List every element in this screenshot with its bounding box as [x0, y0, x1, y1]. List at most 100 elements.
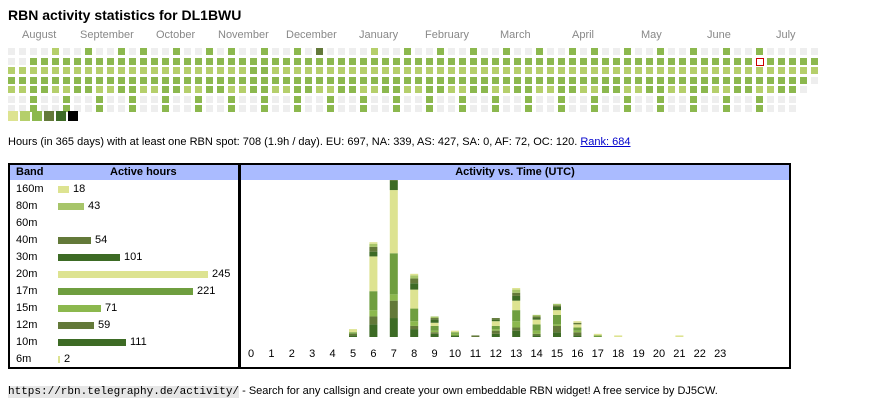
- heatmap-cell: [525, 105, 532, 112]
- heatmap-cell: [668, 76, 675, 84]
- heatmap-cell: [525, 67, 532, 74]
- bar-segment-10m-h8: [410, 329, 419, 337]
- heatmap-cell: [437, 95, 444, 103]
- heatmap-cell: [547, 67, 554, 74]
- bar-segment-40m-h7: [389, 180, 398, 181]
- heatmap-cell: [426, 86, 433, 93]
- heatmap-cell: [184, 57, 191, 65]
- heatmap-cell: [481, 76, 488, 84]
- heatmap-cell: [690, 86, 697, 93]
- heatmap-cell: [525, 95, 532, 103]
- heatmap-cell: [646, 86, 653, 93]
- heatmap-cell: [789, 76, 796, 84]
- heatmap-cell: [195, 48, 202, 55]
- heatmap-cell: [8, 48, 15, 55]
- bar-segment-40m-h13: [512, 292, 521, 296]
- heatmap-cell: [778, 86, 785, 93]
- heatmap-cell: [657, 105, 664, 112]
- heatmap-cell: [272, 57, 279, 65]
- bar-segment-40m-h15: [553, 305, 561, 307]
- heatmap-cell: [261, 57, 268, 65]
- heatmap-cell: [734, 76, 741, 84]
- heatmap-cell: [470, 95, 477, 103]
- heatmap-cell: [305, 67, 312, 74]
- heatmap-cell: [756, 86, 763, 93]
- footer-text: - Search for any callsign and create you…: [239, 385, 718, 397]
- heatmap-cell: [767, 76, 774, 84]
- heatmap-cell: [701, 105, 708, 112]
- heatmap-cell: [206, 67, 213, 74]
- heatmap-cell: [85, 76, 92, 84]
- heatmap-cell: [338, 76, 345, 84]
- heatmap-cell: [283, 57, 290, 65]
- heatmap-cell: [492, 76, 499, 84]
- heatmap-cell: [415, 48, 422, 55]
- heatmap-cell: [316, 105, 323, 112]
- heatmap-cell: [52, 48, 59, 55]
- heatmap-cell: [723, 105, 730, 112]
- bar-segment-12m-h13: [512, 327, 521, 331]
- band-table: Band Active hours 160m 18 80m 43 60m 40m 54 30m…: [8, 163, 240, 369]
- heatmap-cell: [437, 105, 444, 112]
- heatmap-cell: [426, 95, 433, 103]
- heatmap-cell: [30, 95, 37, 103]
- heatmap-cell: [327, 76, 334, 84]
- heatmap-cell: [8, 95, 15, 103]
- hour-tick-label: 15: [551, 348, 563, 360]
- heatmap-cell: [613, 86, 620, 93]
- heatmap-cell: [613, 76, 620, 84]
- heatmap-cell: [118, 67, 125, 74]
- heatmap-cell: [107, 48, 114, 55]
- heatmap-cell: [52, 86, 59, 93]
- band-name: 12m: [16, 319, 38, 331]
- heatmap-cell: [393, 86, 400, 93]
- heatmap-cell: [503, 57, 510, 65]
- bar-segment-10m-h7: [389, 318, 398, 337]
- heatmap-cell: [272, 95, 279, 103]
- band-name: 80m: [16, 200, 38, 212]
- heatmap-cell: [448, 105, 455, 112]
- heatmap-cell: [701, 86, 708, 93]
- bar-segment-12m-h16: [573, 332, 582, 336]
- heatmap-cell: [217, 76, 224, 84]
- heatmap-cell: [41, 95, 48, 103]
- heatmap-cell: [492, 105, 499, 112]
- heatmap-cell: [415, 57, 422, 65]
- heatmap-cell: [701, 48, 708, 55]
- heatmap-cell: [525, 76, 532, 84]
- bar-segment-20m-h17: [593, 333, 602, 336]
- footer-url[interactable]: https://rbn.telegraphy.de/activity/: [8, 386, 240, 398]
- heatmap-cell: [184, 76, 191, 84]
- heatmap-cell: [85, 105, 92, 112]
- heatmap-cell: [437, 48, 444, 55]
- hour-tick-label: 4: [330, 348, 336, 360]
- heatmap-cell: [349, 95, 356, 103]
- heatmap-cell: [162, 57, 169, 65]
- heatmap-cell: [712, 57, 719, 65]
- bar-segment-17m-h16: [573, 327, 582, 331]
- heatmap-cell: [360, 86, 367, 93]
- heatmap-cell: [668, 48, 675, 55]
- heatmap-cell: [195, 57, 202, 65]
- heatmap-cell: [74, 95, 81, 103]
- heatmap-cell: [371, 57, 378, 65]
- bar-segment-15m-h8: [410, 321, 419, 326]
- heatmap-cell: [349, 86, 356, 93]
- band-name: 160m: [16, 183, 44, 195]
- heatmap-cell: [734, 86, 741, 93]
- bar-segment-12m-h8: [410, 325, 419, 330]
- rank-link[interactable]: Rank: 684: [580, 136, 631, 148]
- month-label-august: August: [22, 29, 57, 41]
- heatmap-cell: [294, 105, 301, 112]
- heatmap-cell: [129, 105, 136, 112]
- bar-segment-17m-h9: [430, 325, 439, 331]
- month-label-september: September: [80, 29, 134, 41]
- heatmap-cell: [668, 67, 675, 74]
- heatmap-cell: [778, 67, 785, 74]
- band-hours-value: 2: [64, 353, 71, 365]
- heatmap-cell: [371, 76, 378, 84]
- heatmap-cell: [492, 48, 499, 55]
- heatmap-cell: [206, 48, 213, 55]
- band-hours-bar: [58, 305, 101, 312]
- heatmap-cell: [316, 76, 323, 84]
